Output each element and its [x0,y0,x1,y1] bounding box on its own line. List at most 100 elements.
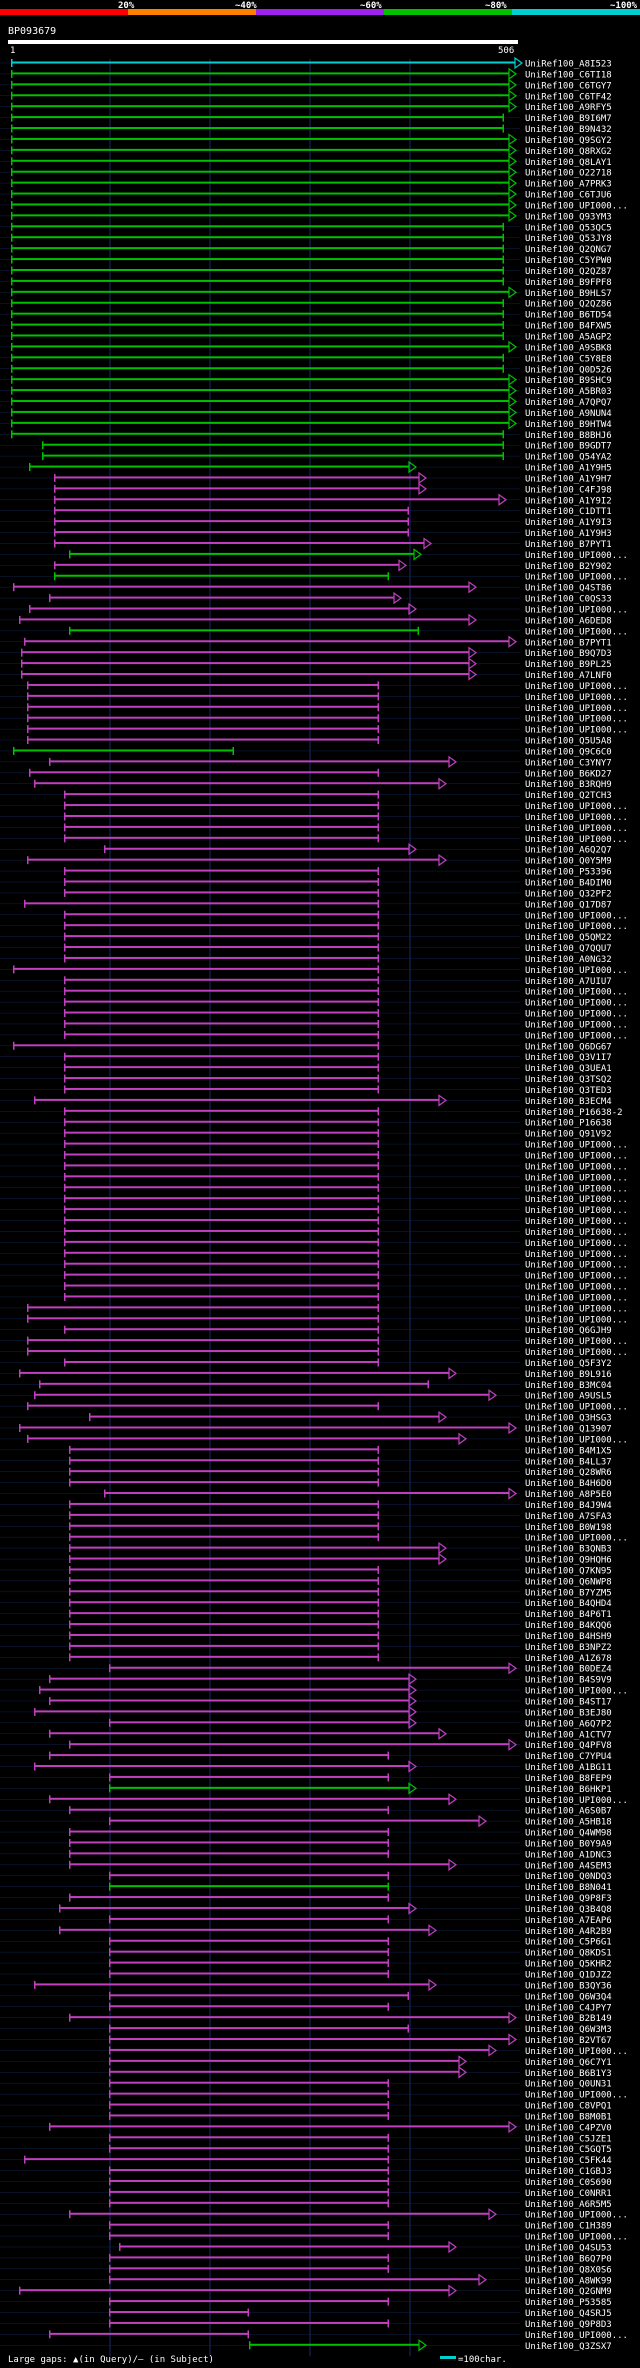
hit-label[interactable]: UniRef100_UPI000... [525,2047,628,2057]
hit-label[interactable]: UniRef100_C8VPQ1 [525,2102,612,2112]
hit-label[interactable]: UniRef100_A7UIU7 [525,977,612,987]
hit-label[interactable]: UniRef100_Q3HSG3 [525,1414,612,1424]
hit-label[interactable]: UniRef100_B3QNB3 [525,1545,612,1555]
hit-label[interactable]: UniRef100_B6KD27 [525,769,612,779]
hit-row[interactable]: UniRef100_C6TI18 [0,67,612,81]
hit-row[interactable]: UniRef100_B3MC04 [0,1380,612,1391]
hit-label[interactable]: UniRef100_B9GDT7 [525,442,612,452]
hit-label[interactable]: UniRef100_UPI000... [525,922,628,932]
hit-row[interactable]: UniRef100_Q1DJZ2 [0,1970,612,1981]
hit-row[interactable]: UniRef100_UPI000... [0,1140,628,1151]
hit-row[interactable]: UniRef100_A9USL5 [0,1389,612,1402]
hit-row[interactable]: UniRef100_UPI000... [0,1271,628,1282]
hit-label[interactable]: UniRef100_UPI000... [525,1162,628,1172]
hit-label[interactable]: UniRef100_B0W198 [525,1523,612,1533]
hit-row[interactable]: UniRef100_B3EJ80 [0,1705,612,1719]
hit-label[interactable]: UniRef100_A5BR03 [525,387,612,397]
hit-row[interactable]: UniRef100_UPI000... [0,2208,628,2221]
hit-row[interactable]: UniRef100_A1Y9H3 [0,528,612,540]
hit-label[interactable]: UniRef100_B7YZM5 [525,1588,612,1598]
hit-label[interactable]: UniRef100_P53585 [525,2298,612,2308]
hit-row[interactable]: UniRef100_Q0UN31 [0,2079,612,2090]
hit-row[interactable]: UniRef100_UPI000... [0,1336,628,1348]
hit-row[interactable]: UniRef100_A8I523 [0,56,612,70]
hit-label[interactable]: UniRef100_B3NPZ2 [525,1643,612,1653]
hit-row[interactable]: UniRef100_B0DEZ4 [0,1662,612,1675]
hit-label[interactable]: UniRef100_Q0NDQ3 [525,1872,612,1882]
hit-label[interactable]: UniRef100_Q4WM98 [525,1829,612,1839]
hit-row[interactable]: UniRef100_P16638-2 [0,1107,623,1118]
hit-row[interactable]: UniRef100_UPI000... [0,1216,628,1228]
hit-row[interactable]: UniRef100_B7PYT1 [0,635,612,649]
hit-row[interactable]: UniRef100_Q93YM3 [0,209,612,223]
hit-label[interactable]: UniRef100_B4S9V9 [525,1676,612,1686]
hit-row[interactable]: UniRef100_A6Q2Q7 [0,843,612,856]
hit-label[interactable]: UniRef100_B0Y9A9 [525,1839,612,1849]
hit-label[interactable]: UniRef100_B4FXW5 [525,322,612,332]
hit-label[interactable]: UniRef100_Q7QQU7 [525,944,612,954]
hit-row[interactable]: UniRef100_Q6DG67 [0,1041,612,1053]
hit-label[interactable]: UniRef100_B8BHJ6 [525,431,612,441]
hit-row[interactable]: UniRef100_B4QHD4 [0,1598,612,1610]
hit-row[interactable]: UniRef100_Q4PFV8 [0,1738,612,1752]
hit-label[interactable]: UniRef100_UPI000... [525,1195,628,1205]
hit-label[interactable]: UniRef100_B4QHD4 [525,1599,612,1609]
hit-label[interactable]: UniRef100_Q3V1I7 [525,1053,612,1063]
hit-label[interactable]: UniRef100_B2B149 [525,2014,612,2024]
hit-row[interactable]: UniRef100_A1CTV7 [0,1727,612,1741]
hit-row[interactable]: UniRef100_A8P5E0 [0,1487,612,1501]
hit-label[interactable]: UniRef100_B4P6T1 [525,1610,612,1620]
hit-label[interactable]: UniRef100_Q0D526 [525,365,612,375]
hit-row[interactable]: UniRef100_B8M0B1 [0,2111,612,2123]
hit-label[interactable]: UniRef100_Q2GNM9 [525,2287,612,2297]
hit-row[interactable]: UniRef100_C0QS33 [0,591,612,605]
hit-row[interactable]: UniRef100_A7EAP6 [0,1915,612,1926]
hit-row[interactable]: UniRef100_A1Y9I2 [0,493,612,507]
hit-row[interactable]: UniRef100_B9Q7D3 [0,646,612,660]
hit-label[interactable]: UniRef100_B9FPF8 [525,278,612,288]
hit-label[interactable]: UniRef100_C6TI18 [525,70,612,80]
hit-row[interactable]: UniRef100_UPI000... [0,921,628,933]
hit-label[interactable]: UniRef100_UPI000... [525,704,628,714]
hit-label[interactable]: UniRef100_B8M0B1 [525,2112,612,2122]
hit-row[interactable]: UniRef100_A7QPQ7 [0,395,612,409]
hit-label[interactable]: UniRef100_Q6DG67 [525,1042,612,1052]
hit-label[interactable]: UniRef100_C6TJU6 [525,191,612,201]
hit-label[interactable]: UniRef100_A9SBK8 [525,343,612,353]
hit-label[interactable]: UniRef100_Q0Y5M9 [525,857,612,867]
hit-label[interactable]: UniRef100_B2VT67 [525,2036,612,2046]
hit-row[interactable]: UniRef100_Q6W3Q4 [0,1991,612,2003]
hit-row[interactable]: UniRef100_UPI000... [0,1432,628,1446]
hit-label[interactable]: UniRef100_C6TGY7 [525,81,612,91]
hit-label[interactable]: UniRef100_A7QPQ7 [525,398,612,408]
hit-row[interactable]: UniRef100_Q3B4Q8 [0,1902,612,1915]
hit-row[interactable]: UniRef100_A9NUN4 [0,406,612,419]
hit-row[interactable]: UniRef100_B9GDT7 [0,441,612,452]
hit-row[interactable]: UniRef100_UPI000... [0,714,628,725]
hit-row[interactable]: UniRef100_UPI000... [0,823,628,834]
hit-label[interactable]: UniRef100_Q3UEA1 [525,1064,612,1074]
hit-label[interactable]: UniRef100_UPI000... [525,911,628,921]
hit-row[interactable]: UniRef100_B8N041 [0,1882,612,1894]
hit-label[interactable]: UniRef100_UPI000... [525,1403,628,1413]
hit-label[interactable]: UniRef100_UPI000... [525,682,628,692]
hit-row[interactable]: UniRef100_UPI000... [0,1227,628,1238]
hit-row[interactable]: UniRef100_C4FJ98 [0,482,612,496]
hit-row[interactable]: UniRef100_Q8X0S6 [0,2264,612,2276]
hit-row[interactable]: UniRef100_Q9P8D3 [0,2319,612,2330]
hit-row[interactable]: UniRef100_Q8LAY1 [0,155,612,168]
hit-label[interactable]: UniRef100_A4SEM3 [525,1861,612,1871]
hit-label[interactable]: UniRef100_UPI000... [525,966,628,976]
hit-label[interactable]: UniRef100_Q9P8D3 [525,2320,612,2330]
hit-row[interactable]: UniRef100_UPI000... [0,1303,628,1315]
hit-row[interactable]: UniRef100_P53585 [0,2297,612,2309]
hit-label[interactable]: UniRef100_C3YNY7 [525,758,612,768]
hit-row[interactable]: UniRef100_Q3HSG3 [0,1410,612,1424]
hit-row[interactable]: UniRef100_UPI000... [0,1292,628,1304]
hit-label[interactable]: UniRef100_Q3TSQ2 [525,1075,612,1085]
hit-row[interactable]: UniRef100_Q3TSQ2 [0,1074,612,1086]
hit-row[interactable]: UniRef100_B4S9V9 [0,1672,612,1686]
hit-label[interactable]: UniRef100_C5GQT5 [525,2145,612,2155]
hit-label[interactable]: UniRef100_Q53JY8 [525,234,612,244]
hit-row[interactable]: UniRef100_C0S690 [0,2177,612,2188]
